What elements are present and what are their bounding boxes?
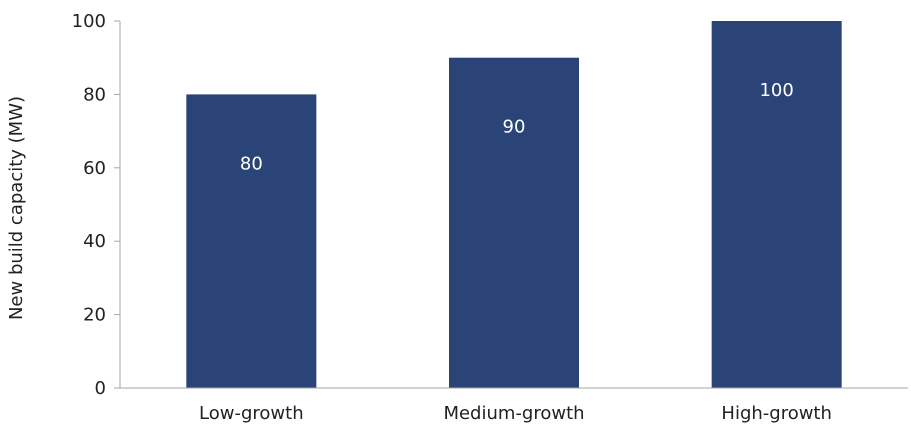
y-tick-label: 80 — [83, 84, 106, 105]
x-category-label: Low-growth — [199, 403, 304, 424]
bar-data-label: 100 — [759, 80, 793, 101]
bar — [449, 57, 579, 388]
y-axis: 0 20 40 60 80 100 — [72, 11, 121, 399]
bars-group: 80 90 100 — [186, 21, 842, 389]
y-axis-title: New build capacity (MW) — [6, 96, 27, 320]
bar — [711, 21, 842, 388]
y-tick-label: 100 — [72, 11, 106, 32]
x-axis: Low-growth Medium-growth High-growth — [120, 387, 908, 424]
bar — [186, 94, 317, 389]
y-tick-label: 40 — [83, 231, 106, 252]
x-category-label: High-growth — [721, 403, 832, 424]
bar-data-label: 80 — [240, 153, 263, 174]
y-tick-label: 20 — [83, 305, 106, 326]
y-tick-label: 0 — [95, 378, 106, 399]
x-category-label: Medium-growth — [443, 403, 584, 424]
bar-data-label: 90 — [503, 117, 526, 138]
y-tick-label: 60 — [83, 158, 106, 179]
